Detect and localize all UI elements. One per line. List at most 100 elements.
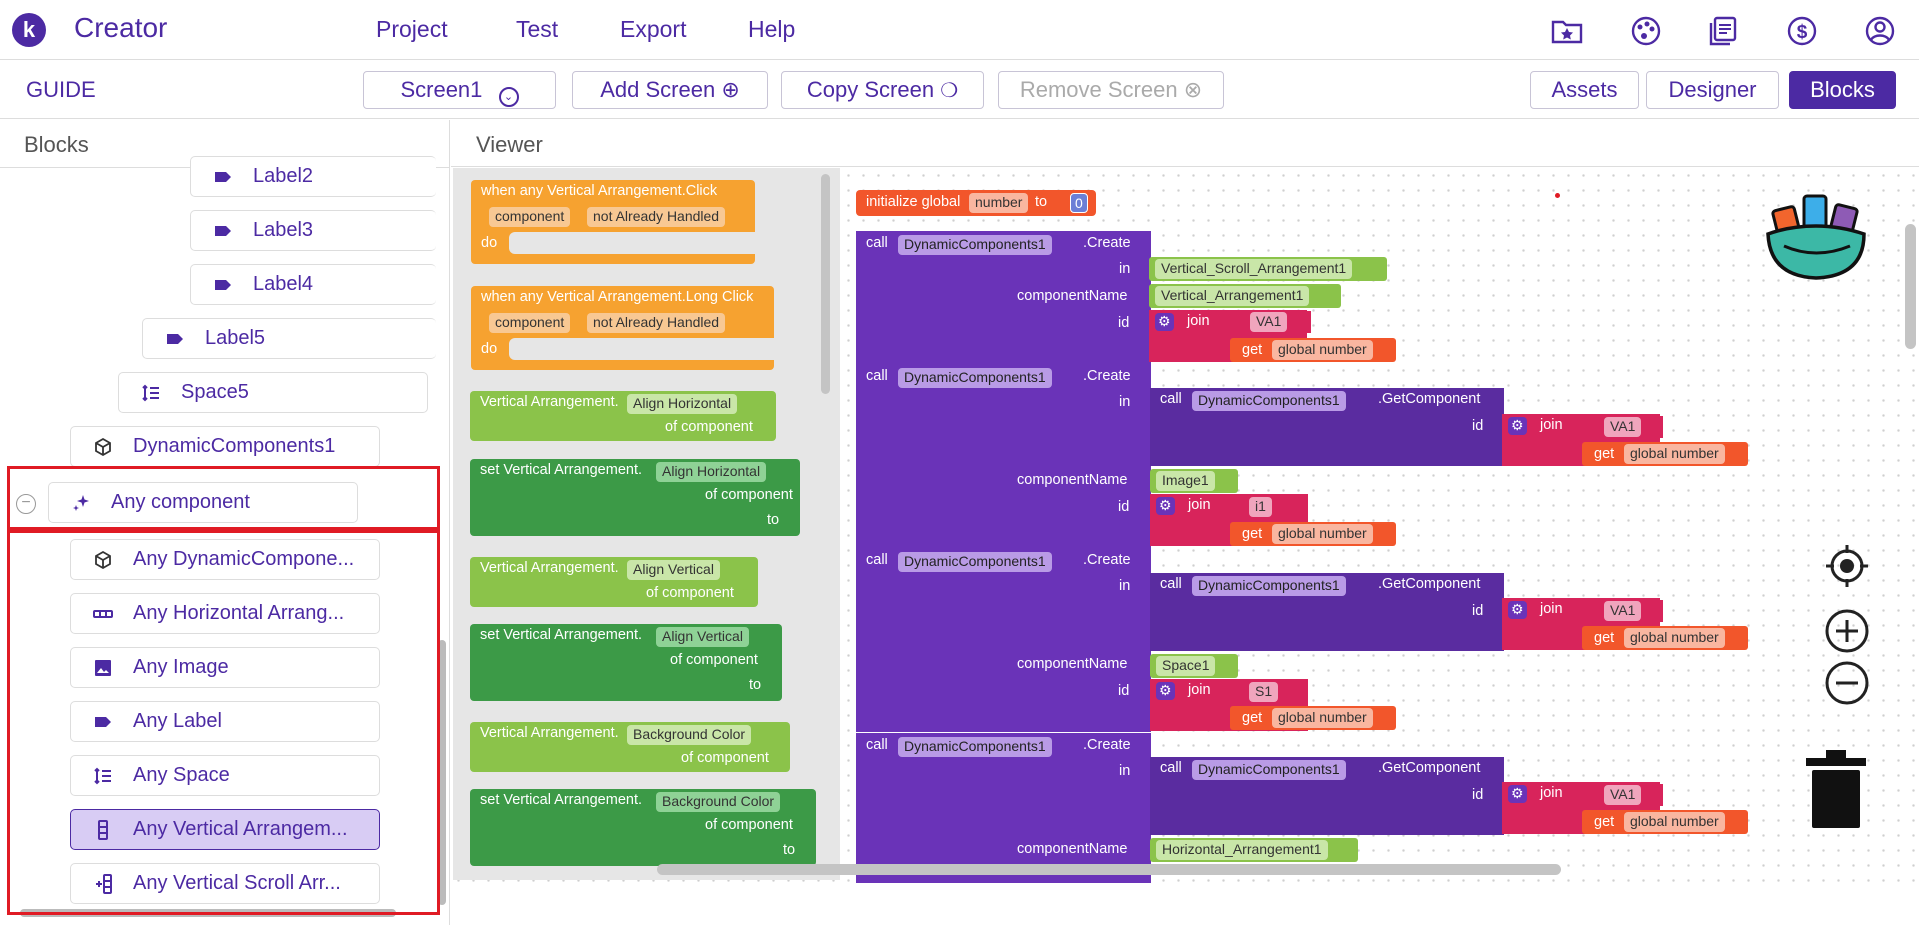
menu-project[interactable]: Project	[376, 16, 448, 42]
workspace-vscrollbar[interactable]	[1905, 224, 1916, 349]
get-global-block[interactable]: get global number	[1582, 442, 1748, 466]
component-ref-ha[interactable]: Horizontal_Arrangement1	[1150, 838, 1358, 862]
vertical-scroll-arrangement-icon	[96, 874, 112, 894]
text-block[interactable]: VA1	[1228, 311, 1311, 333]
viewer-title: Viewer	[476, 132, 543, 157]
setter-align-vertical[interactable]: set Vertical Arrangement. Align Vertical…	[470, 624, 782, 701]
tree-item-any-dynamic[interactable]: Any DynamicCompone...	[70, 539, 380, 580]
setter-align-horizontal[interactable]: set Vertical Arrangement. Align Horizont…	[470, 459, 800, 536]
remove-circle-icon: ⊗	[1183, 77, 1203, 102]
gear-icon[interactable]: ⚙	[1508, 785, 1527, 803]
tree-item-any-vertical[interactable]: Any Vertical Arrangem...	[70, 809, 380, 850]
label-icon	[215, 280, 231, 290]
event-click-block[interactable]: when any Vertical Arrangement.Click comp…	[471, 180, 755, 264]
zoom-in-icon[interactable]	[1824, 608, 1870, 654]
guide-link[interactable]: GUIDE	[26, 77, 96, 102]
screen-toolbar: GUIDE Screen1 ⌄ Add Screen ⊕ Copy Screen…	[0, 60, 1919, 119]
menu-help[interactable]: Help	[748, 16, 796, 42]
recenter-icon[interactable]	[1824, 543, 1870, 589]
account-icon[interactable]	[1863, 14, 1897, 48]
vertical-arrangement-icon	[98, 820, 108, 840]
folder-star-icon[interactable]	[1550, 14, 1584, 48]
component-ref-vsa[interactable]: Vertical_Scroll_Arrangement1	[1149, 257, 1387, 281]
tab-blocks[interactable]: Blocks	[1789, 71, 1896, 109]
flyout-scrollbar[interactable]	[821, 174, 830, 394]
tree-item-space5[interactable]: Space5	[118, 372, 428, 413]
label-icon	[215, 226, 231, 236]
app-logo[interactable]: k	[12, 13, 46, 47]
tree-item-dynamic-components[interactable]: DynamicComponents1	[70, 426, 380, 467]
gear-icon[interactable]: ⚙	[1156, 682, 1175, 700]
get-component-block-3[interactable]: call DynamicComponents1 .GetComponent id	[1150, 757, 1504, 835]
create-block-2[interactable]: call DynamicComponents1 .Create in compo…	[856, 364, 1151, 548]
initialize-global-block[interactable]: initialize global number to 0	[856, 190, 1096, 216]
top-bar: k Creator Project Test Export Help $	[0, 0, 1919, 60]
chevron-down-icon: ⌄	[498, 87, 519, 107]
text-block[interactable]: i1	[1229, 496, 1295, 518]
getter-align-vertical[interactable]: Vertical Arrangement. Align Vertical of …	[470, 557, 758, 607]
get-component-block-2[interactable]: call DynamicComponents1 .GetComponent id	[1150, 573, 1504, 651]
component-ref-space[interactable]: Space1	[1150, 654, 1238, 678]
event-long-click-block[interactable]: when any Vertical Arrangement.Long Click…	[471, 286, 774, 370]
copy-screen-button[interactable]: Copy Screen ❍	[781, 71, 984, 109]
text-block[interactable]: VA1	[1582, 416, 1663, 438]
getter-align-horizontal[interactable]: Vertical Arrangement. Align Horizontal o…	[470, 391, 776, 441]
tree-item-label3[interactable]: Label3	[190, 210, 436, 251]
get-global-block[interactable]: get global number	[1582, 626, 1748, 650]
collapse-icon[interactable]: −	[16, 494, 36, 514]
gear-icon[interactable]: ⚙	[1156, 497, 1175, 515]
remove-screen-button[interactable]: Remove Screen ⊗	[998, 71, 1224, 109]
get-global-block[interactable]: get global number	[1230, 706, 1396, 730]
tree-item-any-image[interactable]: Any Image	[70, 647, 380, 688]
param-component[interactable]: component	[489, 207, 571, 227]
tree-item-any-vertical-scroll[interactable]: Any Vertical Scroll Arr...	[70, 863, 380, 904]
getter-background-color[interactable]: Vertical Arrangement. Background Color o…	[470, 722, 790, 772]
screen-dropdown[interactable]: Screen1 ⌄	[363, 71, 556, 109]
gear-icon[interactable]: ⚙	[1155, 313, 1174, 331]
get-component-block-1[interactable]: call DynamicComponents1 .GetComponent id	[1150, 388, 1504, 466]
tab-assets[interactable]: Assets	[1530, 71, 1639, 109]
gear-icon[interactable]: ⚙	[1508, 601, 1527, 619]
menu-export[interactable]: Export	[620, 16, 687, 42]
gear-icon[interactable]: ⚙	[1508, 417, 1527, 435]
trash-icon[interactable]	[1802, 744, 1870, 832]
add-screen-button[interactable]: Add Screen ⊕	[572, 71, 768, 109]
space-icon	[94, 767, 111, 785]
component-ref-image[interactable]: Image1	[1150, 469, 1238, 493]
get-global-block[interactable]: get global number	[1230, 522, 1396, 546]
create-block-1[interactable]: call DynamicComponents1 .Create in compo…	[856, 231, 1151, 364]
tree-item-any-label[interactable]: Any Label	[70, 701, 380, 742]
tree-item-any-space[interactable]: Any Space	[70, 755, 380, 796]
zoom-out-icon[interactable]	[1824, 660, 1870, 706]
tree-scrollbar[interactable]	[438, 640, 446, 905]
copy-icon: ❍	[940, 80, 959, 102]
component-ref-va[interactable]: Vertical_Arrangement1	[1149, 284, 1341, 308]
tab-designer[interactable]: Designer	[1646, 71, 1779, 109]
param-not-handled[interactable]: not Already Handled	[587, 207, 726, 227]
tree-item-any-horizontal[interactable]: Any Horizontal Arrang...	[70, 593, 380, 634]
backpack-icon[interactable]	[1760, 186, 1872, 282]
tree-item-any-component[interactable]: Any component	[48, 482, 358, 523]
get-global-block[interactable]: get global number	[1230, 338, 1396, 362]
text-block[interactable]: VA1	[1582, 600, 1663, 622]
tree-item-label2[interactable]: Label2	[190, 156, 436, 197]
text-block[interactable]: S1	[1229, 681, 1301, 703]
create-block-4[interactable]: call DynamicComponents1 .Create in compo…	[856, 733, 1151, 883]
get-global-block[interactable]: get global number	[1582, 810, 1748, 834]
param-component[interactable]: component	[489, 313, 571, 333]
workspace-hscrollbar[interactable]	[657, 864, 1561, 875]
dollar-icon[interactable]: $	[1785, 14, 1819, 48]
palette-icon[interactable]	[1629, 14, 1663, 48]
cube-icon	[95, 437, 111, 457]
image-icon	[95, 660, 111, 676]
create-block-3[interactable]: call DynamicComponents1 .Create in compo…	[856, 548, 1151, 732]
screen-dropdown-label: Screen1	[400, 77, 483, 102]
tree-item-label5[interactable]: Label5	[142, 318, 436, 359]
text-block[interactable]: VA1	[1582, 784, 1663, 806]
library-icon[interactable]	[1706, 14, 1740, 48]
setter-background-color[interactable]: set Vertical Arrangement. Background Col…	[470, 789, 816, 866]
param-not-handled[interactable]: not Already Handled	[587, 313, 726, 333]
plus-circle-icon: ⊕	[721, 77, 740, 102]
tree-item-label4[interactable]: Label4	[190, 264, 436, 305]
menu-test[interactable]: Test	[516, 16, 559, 42]
